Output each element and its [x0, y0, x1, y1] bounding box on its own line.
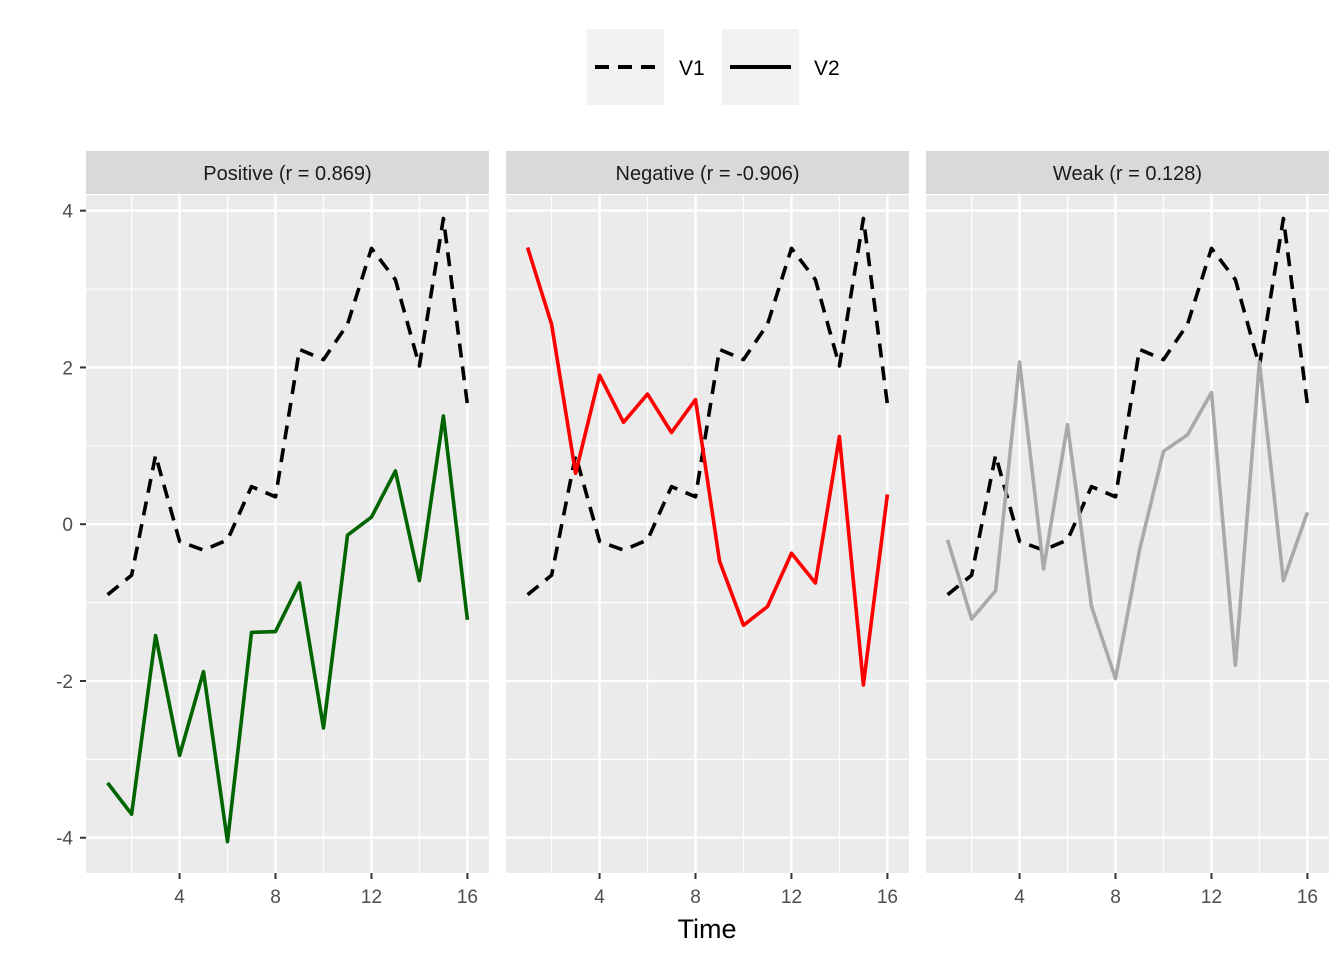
strip-background	[86, 151, 489, 194]
x-tick-label: 4	[594, 887, 605, 908]
x-tick-label: 8	[1110, 887, 1121, 908]
series-v1-line	[106, 216, 470, 597]
panel-2: Negative (r = -0.906) 4 8 12 16	[506, 151, 909, 908]
legend-label-v1: V1	[679, 57, 705, 80]
x-tick-label: 16	[457, 887, 478, 908]
series-v1-line	[946, 216, 1310, 597]
y-tick-label: 2	[62, 358, 73, 379]
y-tick-label: -2	[56, 672, 73, 693]
x-axis-title: Time	[678, 914, 737, 944]
x-tick-label: 16	[877, 887, 898, 908]
series-v2-line	[945, 360, 1310, 681]
x-tick-label: 8	[690, 887, 701, 908]
x-tick-label: 12	[1201, 887, 1222, 908]
series-v1-line	[526, 216, 890, 597]
x-tick-label: 8	[270, 887, 281, 908]
x-tick-label: 4	[1014, 887, 1025, 908]
strip-label: Negative (r = -0.906)	[616, 163, 800, 185]
panel-3: Weak (r = 0.128) 4 8 12 16	[926, 151, 1329, 908]
plot-background	[86, 195, 489, 873]
plot-background	[506, 195, 909, 873]
y-tick-label: 4	[62, 202, 73, 223]
legend-label-v2: V2	[814, 57, 840, 80]
plot-background	[926, 195, 1329, 873]
x-tick-label: 16	[1297, 887, 1318, 908]
strip-label: Positive (r = 0.869)	[203, 163, 371, 185]
legend: V1 V2	[587, 29, 840, 105]
series-v2-line	[525, 246, 890, 687]
y-tick-label: -4	[56, 829, 73, 850]
y-axis: -4 -2 0 2 4	[56, 202, 86, 850]
strip-label: Weak (r = 0.128)	[1053, 163, 1202, 185]
strip-background	[926, 151, 1329, 194]
x-tick-label: 4	[174, 887, 185, 908]
x-tick-label: 12	[781, 887, 802, 908]
strip-background	[506, 151, 909, 194]
series-v2-line	[106, 414, 470, 844]
y-tick-label: 0	[62, 515, 73, 536]
panel-1: Positive (r = 0.869) 4 8 12 16	[86, 151, 489, 908]
x-tick-label: 12	[361, 887, 382, 908]
